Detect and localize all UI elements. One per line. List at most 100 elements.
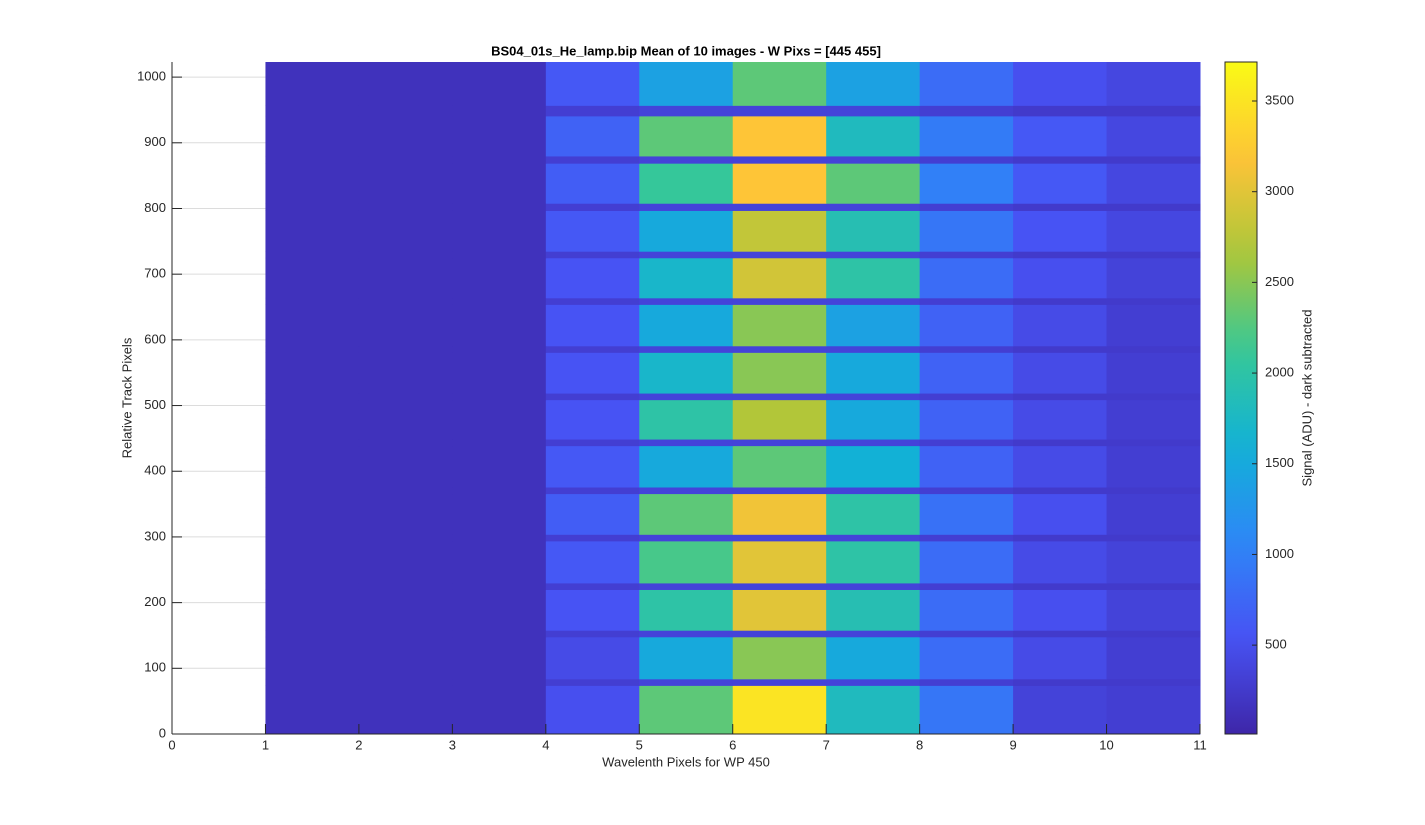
heat-cell: [919, 62, 1014, 106]
heat-cell: [452, 445, 547, 488]
heat-cell: [358, 105, 453, 117]
heat-cell: [452, 352, 547, 394]
heat-cell: [452, 203, 547, 211]
heat-cell: [1106, 582, 1201, 590]
heat-cell: [826, 399, 921, 440]
heat-cell: [1013, 155, 1108, 164]
heat-cell: [732, 439, 827, 447]
heat-cell: [919, 115, 1014, 157]
heat-cell: [919, 257, 1014, 299]
heat-cell: [1106, 210, 1201, 252]
heat-cell: [1106, 589, 1201, 631]
heat-cell: [545, 534, 640, 542]
heat-cell: [919, 251, 1014, 259]
heat-cell: [1106, 155, 1201, 164]
heat-cell: [1013, 163, 1108, 204]
heat-cell: [452, 257, 547, 299]
heat-cell: [1106, 445, 1201, 488]
heat-cell: [545, 493, 640, 535]
heat-cell: [452, 62, 547, 106]
heat-cell: [452, 534, 547, 542]
heat-cell: [732, 445, 827, 488]
heat-cell: [545, 203, 640, 211]
heat-cell: [639, 257, 734, 299]
heat-cell: [452, 540, 547, 584]
heat-cell: [358, 257, 453, 299]
heat-cell: [358, 345, 453, 353]
heat-cell: [639, 210, 734, 252]
heat-cell: [639, 399, 734, 440]
heat-cell: [1013, 297, 1108, 305]
heat-cell: [452, 636, 547, 680]
heat-cell: [452, 399, 547, 440]
heat-cell: [545, 297, 640, 305]
heat-cell: [826, 582, 921, 590]
heat-cell: [826, 210, 921, 252]
heat-cell: [452, 493, 547, 535]
heat-cell: [919, 582, 1014, 590]
heat-cell: [1013, 345, 1108, 353]
heat-cell: [639, 445, 734, 488]
colorbar-label: Signal (ADU) - dark subtracted: [1299, 309, 1314, 486]
heat-cell: [826, 393, 921, 401]
y-tick-label: 700: [144, 266, 166, 281]
heat-cell: [732, 493, 827, 535]
heat-cell: [1013, 589, 1108, 631]
heat-cell: [265, 105, 360, 117]
heat-cell: [358, 678, 453, 686]
heat-cell: [545, 445, 640, 488]
heat-cell: [545, 345, 640, 353]
heat-cell: [826, 115, 921, 157]
heat-cell: [732, 62, 827, 106]
heat-cell: [265, 163, 360, 204]
heat-cell: [545, 589, 640, 631]
x-tick-label: 1: [262, 737, 269, 752]
heat-cell: [265, 155, 360, 164]
x-tick-label: 2: [355, 737, 362, 752]
heat-cell: [1013, 534, 1108, 542]
heat-cell: [1013, 439, 1108, 447]
y-tick-label: 300: [144, 528, 166, 543]
heat-cell: [1013, 493, 1108, 535]
heat-cell: [452, 297, 547, 305]
heat-cell: [265, 636, 360, 680]
heat-cell: [639, 251, 734, 259]
heat-cell: [732, 251, 827, 259]
heat-cell: [826, 105, 921, 117]
heat-cell: [452, 685, 547, 735]
heat-cell: [545, 257, 640, 299]
heat-cell: [919, 210, 1014, 252]
heat-cell: [545, 62, 640, 106]
heat-cell: [358, 163, 453, 204]
heat-cell: [265, 345, 360, 353]
heat-cell: [1106, 630, 1201, 638]
heat-cell: [1106, 685, 1201, 735]
heat-cell: [265, 399, 360, 440]
heat-cell: [358, 636, 453, 680]
heat-cell: [545, 636, 640, 680]
heat-cell: [1106, 636, 1201, 680]
heat-cell: [1106, 534, 1201, 542]
heat-cell: [545, 163, 640, 204]
heat-cell: [545, 678, 640, 686]
y-tick-label: 400: [144, 463, 166, 478]
heat-cell: [732, 155, 827, 164]
heat-cell: [919, 487, 1014, 495]
heat-cell: [545, 155, 640, 164]
heat-cell: [1013, 399, 1108, 440]
chart-title: BS04_01s_He_lamp.bip Mean of 10 images -…: [491, 43, 881, 58]
heat-cell: [732, 630, 827, 638]
y-tick-label: 500: [144, 397, 166, 412]
heat-cell: [1106, 203, 1201, 211]
x-axis-label: Wavelenth Pixels for WP 450: [602, 754, 770, 769]
y-tick-label: 100: [144, 660, 166, 675]
heat-cell: [358, 439, 453, 447]
heat-cell: [452, 589, 547, 631]
heat-cell: [452, 345, 547, 353]
heat-cell: [545, 393, 640, 401]
heat-cell: [265, 251, 360, 259]
heat-cell: [1013, 636, 1108, 680]
heat-cell: [919, 297, 1014, 305]
heat-cell: [545, 105, 640, 117]
heat-cell: [826, 685, 921, 735]
